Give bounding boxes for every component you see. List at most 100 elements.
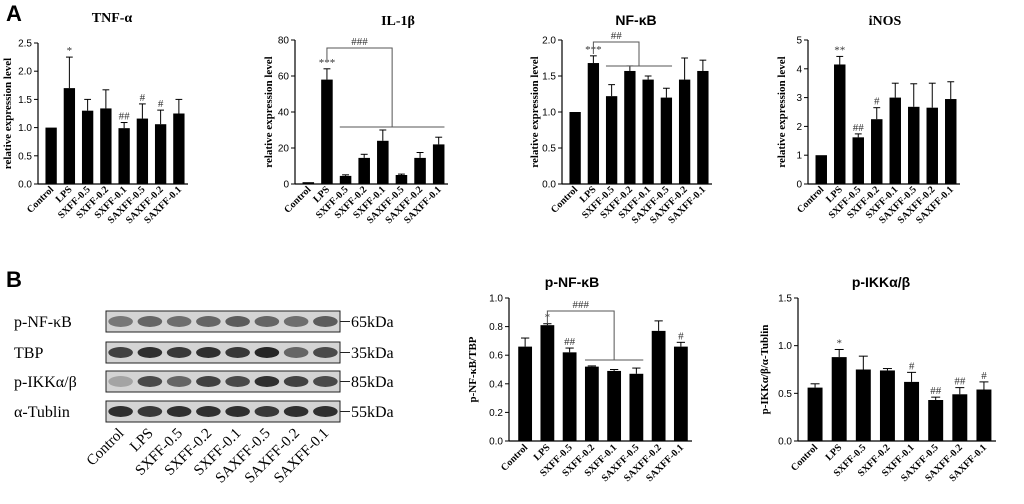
significance-mark: #	[140, 92, 146, 104]
bar	[945, 99, 957, 184]
y-axis-label: relative expression level	[529, 56, 541, 167]
chart-title: iNOS	[869, 14, 902, 29]
blot-band	[108, 316, 133, 327]
y-tick-label: 0.0	[18, 180, 32, 191]
bar	[540, 325, 555, 441]
y-axis-label: relative expression level	[263, 56, 275, 167]
blot-band	[254, 406, 280, 417]
bar	[871, 119, 883, 184]
y-tick-label: 2.0	[18, 67, 32, 78]
bar	[629, 373, 644, 441]
bar	[587, 63, 600, 184]
y-tick-label: 20	[278, 144, 290, 155]
bar	[584, 366, 599, 441]
blot-row: α-Tublin 55kDa	[14, 400, 394, 423]
blot-band	[283, 406, 309, 417]
bar	[879, 370, 895, 441]
bar	[358, 157, 370, 184]
bar	[136, 118, 149, 184]
bar	[118, 128, 130, 184]
y-tick-label: 1	[796, 151, 802, 162]
y-tick-label: 0.2	[489, 408, 503, 419]
blot-band	[313, 316, 338, 327]
blot-band	[137, 376, 163, 387]
significance-mark: #	[874, 96, 880, 108]
chart-6: p-IKKα/β 0.0 0.5 1.0 1.5 p-IKKα/β/α-Tublin Con…	[759, 274, 996, 484]
y-axis-label: p-IKKα/β/α-Tublin	[759, 325, 771, 415]
significance-mark: #	[981, 370, 987, 382]
significance-mark: #	[158, 98, 164, 110]
blot-band	[225, 316, 250, 327]
blot-band	[313, 406, 338, 417]
y-tick-label: 1.0	[778, 341, 792, 352]
y-tick-label: 0.0	[778, 437, 792, 448]
bar	[100, 108, 112, 184]
y-tick-label: 0.0	[489, 437, 503, 448]
blot-band	[313, 376, 338, 387]
blot-band	[137, 316, 163, 327]
bar	[377, 140, 389, 184]
bar	[605, 96, 618, 184]
blot-kda-label: 85kDa	[351, 374, 394, 391]
bar	[302, 182, 315, 184]
y-tick-label: 0.5	[18, 151, 32, 162]
blot-protein-label: p-IKKα/β	[14, 374, 77, 391]
y-tick-label: 0	[796, 180, 802, 191]
bar	[928, 400, 944, 441]
y-tick-label: 0.8	[489, 322, 503, 333]
y-tick-label: 1.0	[542, 108, 556, 119]
y-axis-label: relative expression level	[2, 58, 14, 169]
bar	[697, 70, 709, 184]
blot-protein-label: TBP	[14, 345, 43, 362]
y-axis-label: relative expression level	[776, 56, 788, 167]
blot-band	[283, 347, 309, 358]
bar	[414, 157, 426, 184]
bar	[831, 357, 847, 441]
y-tick-label: 1.0	[489, 294, 503, 305]
category-label: LPS	[824, 442, 845, 463]
blot-row: p-IKKα/β 85kDa	[14, 370, 394, 393]
y-tick-label: 3	[796, 93, 802, 104]
bar	[569, 112, 581, 184]
significance-mark: **	[834, 44, 845, 56]
blot-kda-label: 65kDa	[351, 314, 394, 331]
significance-mark: ##	[853, 122, 865, 134]
blot-kda-label: 55kDa	[351, 404, 394, 421]
bar	[432, 144, 445, 184]
bar	[678, 79, 691, 184]
y-tick-label: 2	[796, 122, 802, 133]
bar	[81, 110, 94, 184]
chart-title: p-IKKα/β	[852, 274, 911, 290]
significance-mark: ##	[930, 385, 942, 397]
western-blot: p-NF-κB 65kDa TBP 35kDa p-IKKα/β 85kDa α-Tubli…	[14, 310, 394, 487]
bar	[45, 127, 57, 184]
blot-row: p-NF-κB 65kDa	[14, 310, 394, 333]
y-tick-label: 80	[278, 36, 290, 47]
significance-mark: #	[909, 360, 915, 372]
bar	[562, 352, 577, 441]
bar	[889, 97, 901, 184]
y-tick-label: 0.5	[542, 144, 556, 155]
bracket-label: ###	[573, 299, 590, 311]
bar	[904, 381, 920, 441]
y-axis-label: p-NF-κB/TBP	[467, 336, 479, 402]
chart-title: p-NF-κB	[545, 274, 599, 290]
category-label: Control	[789, 442, 820, 473]
y-tick-label: 0.0	[542, 180, 556, 191]
bar	[173, 113, 185, 184]
y-tick-label: 1.5	[18, 95, 32, 106]
blot-band	[166, 376, 192, 387]
panel-letter-b: B	[6, 267, 22, 292]
chart-title: IL-1β	[381, 14, 415, 29]
y-tick-label: 1.0	[18, 123, 32, 134]
bar	[673, 346, 688, 441]
chart-5: p-NF-κB 0.0 0.2 0.4 0.6 0.8 1.0 p-NF-κB/TBP Cont…	[467, 274, 692, 484]
blot-kda-label: 35kDa	[351, 345, 394, 362]
bar	[815, 155, 827, 184]
bar	[642, 79, 654, 184]
bar	[321, 79, 333, 184]
bracket-label: ###	[351, 36, 368, 48]
blot-band	[283, 316, 309, 327]
